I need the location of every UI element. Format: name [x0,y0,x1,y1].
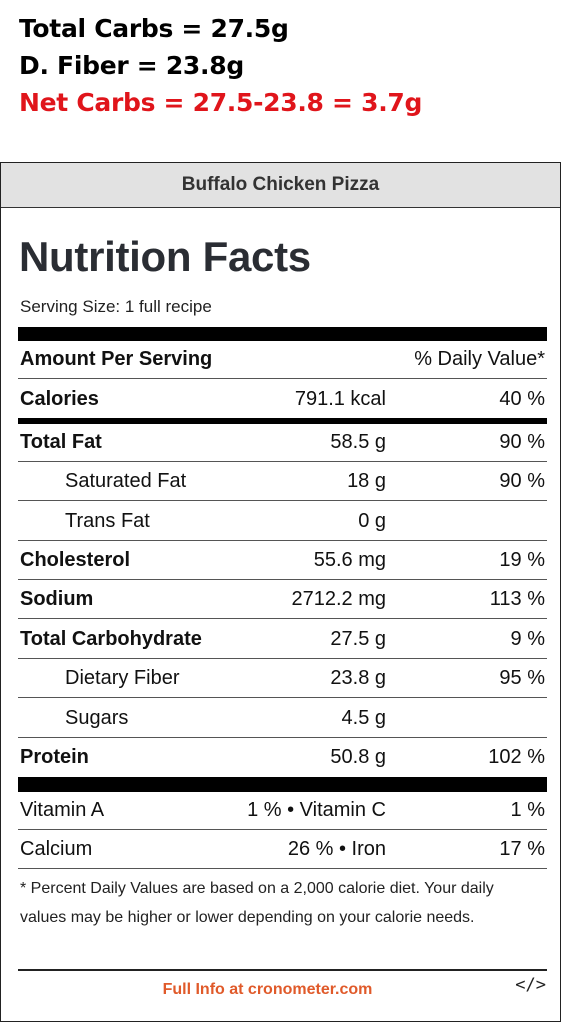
nutrient-name: Dietary Fiber [65,667,180,689]
nutrient-name: Sodium [20,588,94,610]
nutrient-row-total-carbohydrate: Total Carbohydrate 27.5 g 9 % [18,621,547,659]
nutrient-dv: 90 % [499,431,545,453]
nutrient-name: Trans Fat [65,510,150,532]
thick-divider [18,777,547,792]
nutrient-row-protein: Protein 50.8 g 102 % [18,739,547,777]
vitamin-value: 17 % [499,838,545,860]
daily-value-header: % Daily Value* [414,348,545,370]
nutrient-name: Calories [20,388,99,410]
nutrient-dv: 90 % [499,470,545,492]
recipe-name: Buffalo Chicken Pizza [1,163,560,208]
nutrient-row-saturated-fat: Saturated Fat 18 g 90 % [18,463,547,501]
nutrient-dv: 113 % [489,588,545,610]
medium-divider [18,418,547,424]
daily-value-footnote: * Percent Daily Values are based on a 2,… [20,880,494,926]
nutrient-amount: 23.8 g [330,667,386,689]
nutrient-name: Protein [20,746,89,768]
vitamin-row: Vitamin A 1 % • Vitamin C 1 % [18,792,547,830]
amount-per-serving-row: Amount Per Serving % Daily Value* [18,341,547,379]
full-info-link[interactable]: Full Info at cronometer.com [162,981,373,998]
nutrient-row-sodium: Sodium 2712.2 mg 113 % [18,581,547,619]
nutrient-row-calories: Calories 791.1 kcal 40 % [18,381,547,419]
nutrient-amount: 0 g [358,510,386,532]
nutrient-dv: 9 % [510,628,545,650]
nutrient-row-total-fat: Total Fat 58.5 g 90 % [18,424,547,462]
nutrient-amount: 58.5 g [330,431,386,453]
net-carbs-line: Net Carbs = 27.5-23.8 = 3.7g [19,88,423,117]
vitamin-name: Vitamin A [20,799,105,821]
nutrient-name: Total Fat [20,431,102,453]
vitamin-value: 26 % • Iron [287,838,386,860]
amount-per-serving-label: Amount Per Serving [20,348,213,370]
nutrient-amount: 50.8 g [330,746,386,768]
nutrient-name: Cholesterol [20,549,131,571]
nutrient-row-trans-fat: Trans Fat 0 g [18,503,547,541]
nutrient-row-sugars: Sugars 4.5 g [18,700,547,738]
nutrient-amount: 27.5 g [330,628,386,650]
nutrition-facts-title: Nutrition Facts [19,233,311,280]
serving-size: Serving Size: 1 full recipe [20,297,212,316]
nutrient-dv: 40 % [499,388,545,410]
nutrition-label: Buffalo Chicken Pizza Nutrition Facts Se… [0,162,561,1022]
nutrient-amount: 55.6 mg [313,549,386,571]
nutrient-amount: 2712.2 mg [291,588,386,610]
vitamin-name: Calcium [20,838,93,860]
fiber-line: D. Fiber = 23.8g [19,51,244,80]
nutrient-row-cholesterol: Cholesterol 55.6 mg 19 % [18,542,547,580]
net-carbs-annotation: Total Carbs = 27.5g D. Fiber = 23.8g Net… [19,10,422,121]
vitamin-row: Calcium 26 % • Iron 17 % [18,831,547,869]
embed-code-icon[interactable]: </> [515,975,546,995]
nutrient-dv: 19 % [499,549,545,571]
vitamin-value: 1 % [510,799,545,821]
nutrient-amount: 791.1 kcal [294,388,386,410]
nutrient-dv: 102 % [488,746,545,768]
nutrient-name: Saturated Fat [65,470,187,492]
bottom-rule [18,969,547,971]
nutrient-amount: 18 g [347,470,386,492]
vitamin-value: 1 % • Vitamin C [247,799,386,821]
thick-divider [18,327,547,341]
nutrient-row-dietary-fiber: Dietary Fiber 23.8 g 95 % [18,660,547,698]
nutrient-name: Total Carbohydrate [20,628,202,650]
nutrient-amount: 4.5 g [341,707,386,729]
nutrient-name: Sugars [65,707,129,729]
nutrient-dv: 95 % [499,667,545,689]
total-carbs-line: Total Carbs = 27.5g [19,14,289,43]
